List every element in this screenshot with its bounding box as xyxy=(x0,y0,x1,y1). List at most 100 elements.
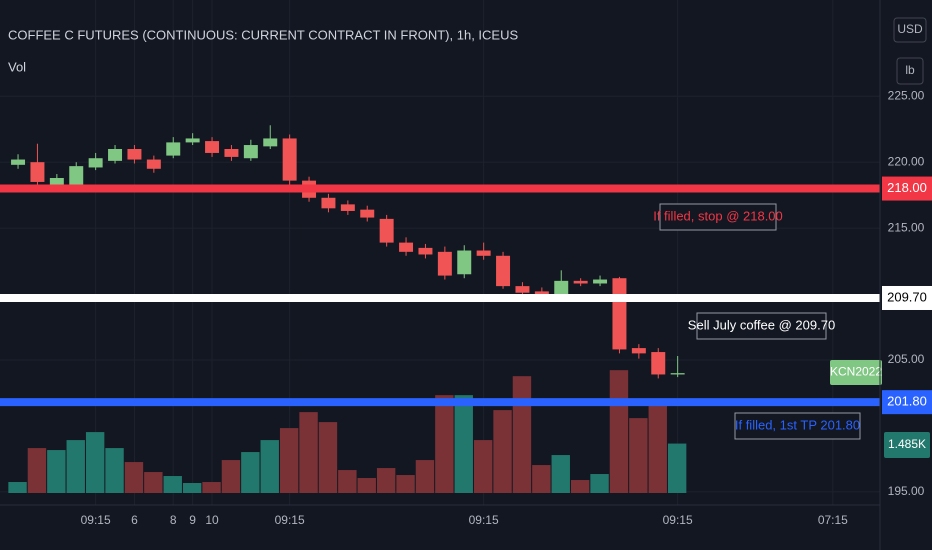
volume-bar xyxy=(163,476,182,493)
candle-body xyxy=(11,159,26,165)
volume-bar xyxy=(144,472,163,493)
volume-bar xyxy=(279,428,299,493)
note-box xyxy=(734,412,861,440)
y-tick-label: 195.00 xyxy=(888,484,925,498)
volume-bar xyxy=(66,440,85,493)
candle-body xyxy=(88,158,103,168)
volume-bar xyxy=(551,455,570,493)
candle-body xyxy=(593,279,608,284)
candle-body xyxy=(321,197,336,209)
volume-bar xyxy=(667,443,687,493)
candle-body xyxy=(30,162,45,182)
candle-body xyxy=(282,138,297,181)
volume-bar xyxy=(435,395,454,493)
candle-body xyxy=(243,145,258,159)
volume-bar xyxy=(532,465,551,493)
x-tick-label: 09:15 xyxy=(663,513,693,527)
candle-body xyxy=(437,251,452,276)
candle-body xyxy=(127,148,142,160)
volume-bar xyxy=(338,470,357,493)
candle-body xyxy=(108,148,123,161)
candle-body xyxy=(515,286,530,293)
candle-body xyxy=(166,142,181,156)
volume-bar xyxy=(570,480,590,493)
volume-bar xyxy=(493,410,512,493)
candle-body xyxy=(496,255,511,287)
candle-body xyxy=(534,291,549,295)
unit-button-label[interactable]: lb xyxy=(905,63,915,77)
volume-bar xyxy=(27,448,47,493)
candle-body xyxy=(476,250,491,256)
candle-body xyxy=(263,138,278,147)
candle-body xyxy=(457,250,472,275)
unit-button[interactable] xyxy=(896,57,924,85)
candle-body xyxy=(399,242,414,252)
symbol-tag-label: KCN2022 xyxy=(830,365,882,379)
volume-tag-label: 1.485K xyxy=(888,437,926,451)
volume-bar xyxy=(376,468,396,493)
candle-body xyxy=(631,348,646,354)
price-tag-label: 201.80 xyxy=(887,394,927,409)
x-tick-label: 09:15 xyxy=(81,513,111,527)
volume-bar xyxy=(85,432,105,493)
candle-body xyxy=(205,141,220,153)
price-tag xyxy=(882,390,932,415)
candle-body xyxy=(360,209,375,218)
volume-bar xyxy=(241,452,260,493)
chart-title: COFFEE C FUTURES (CONTINUOUS: CURRENT CO… xyxy=(8,27,518,42)
volume-bar xyxy=(182,483,202,493)
volume-tag xyxy=(884,432,930,458)
volume-bar xyxy=(357,478,376,493)
note-text: If filled, stop @ 218.00 xyxy=(653,208,783,223)
volume-bar xyxy=(648,400,667,493)
x-tick-label: 07:15 xyxy=(818,513,848,527)
candle-body xyxy=(49,178,64,189)
note-box xyxy=(696,312,827,340)
price-tag xyxy=(882,285,932,310)
volume-title: Vol xyxy=(8,59,26,74)
volume-bar xyxy=(415,460,435,493)
price-tag xyxy=(882,176,932,201)
note-box xyxy=(659,203,777,231)
candle-body xyxy=(670,373,685,375)
volume-bar xyxy=(609,370,629,493)
volume-bar xyxy=(260,440,279,493)
volume-bar xyxy=(299,412,318,493)
y-tick-label: 205.00 xyxy=(888,352,925,366)
candle-body xyxy=(340,204,355,211)
candle-body xyxy=(554,280,569,295)
y-tick-label: 225.00 xyxy=(888,88,925,102)
volume-bar xyxy=(454,395,473,493)
volume-bar xyxy=(202,482,221,493)
candle-body xyxy=(224,148,239,157)
x-tick-label: 8 xyxy=(170,513,177,527)
candle-body xyxy=(418,247,433,255)
volume-bar xyxy=(8,482,27,493)
candle-body xyxy=(69,166,84,188)
price-tag-label: 218.00 xyxy=(887,180,927,195)
volume-bar xyxy=(473,440,493,493)
volume-bar xyxy=(629,418,648,493)
candle-body xyxy=(612,278,627,350)
volume-bar xyxy=(124,462,144,493)
x-tick-label: 9 xyxy=(189,513,196,527)
y-tick-label: 215.00 xyxy=(888,220,925,234)
candle-body xyxy=(651,352,666,375)
x-tick-label: 09:15 xyxy=(469,513,499,527)
currency-button[interactable] xyxy=(893,17,927,43)
y-tick-label: 220.00 xyxy=(888,154,925,168)
x-tick-label: 10 xyxy=(205,513,219,527)
note-text: If filled, 1st TP 201.80 xyxy=(735,417,860,432)
volume-bar xyxy=(318,422,338,493)
candle-body xyxy=(185,138,200,143)
volume-bar xyxy=(221,460,241,493)
volume-bar xyxy=(512,376,532,493)
symbol-tag xyxy=(830,360,882,385)
x-tick-label: 6 xyxy=(131,513,138,527)
currency-button-label[interactable]: USD xyxy=(897,22,923,36)
candle-body xyxy=(573,280,588,284)
candle-body xyxy=(379,218,394,243)
volume-bar xyxy=(590,474,609,493)
note-text: Sell July coffee @ 209.70 xyxy=(688,317,835,332)
